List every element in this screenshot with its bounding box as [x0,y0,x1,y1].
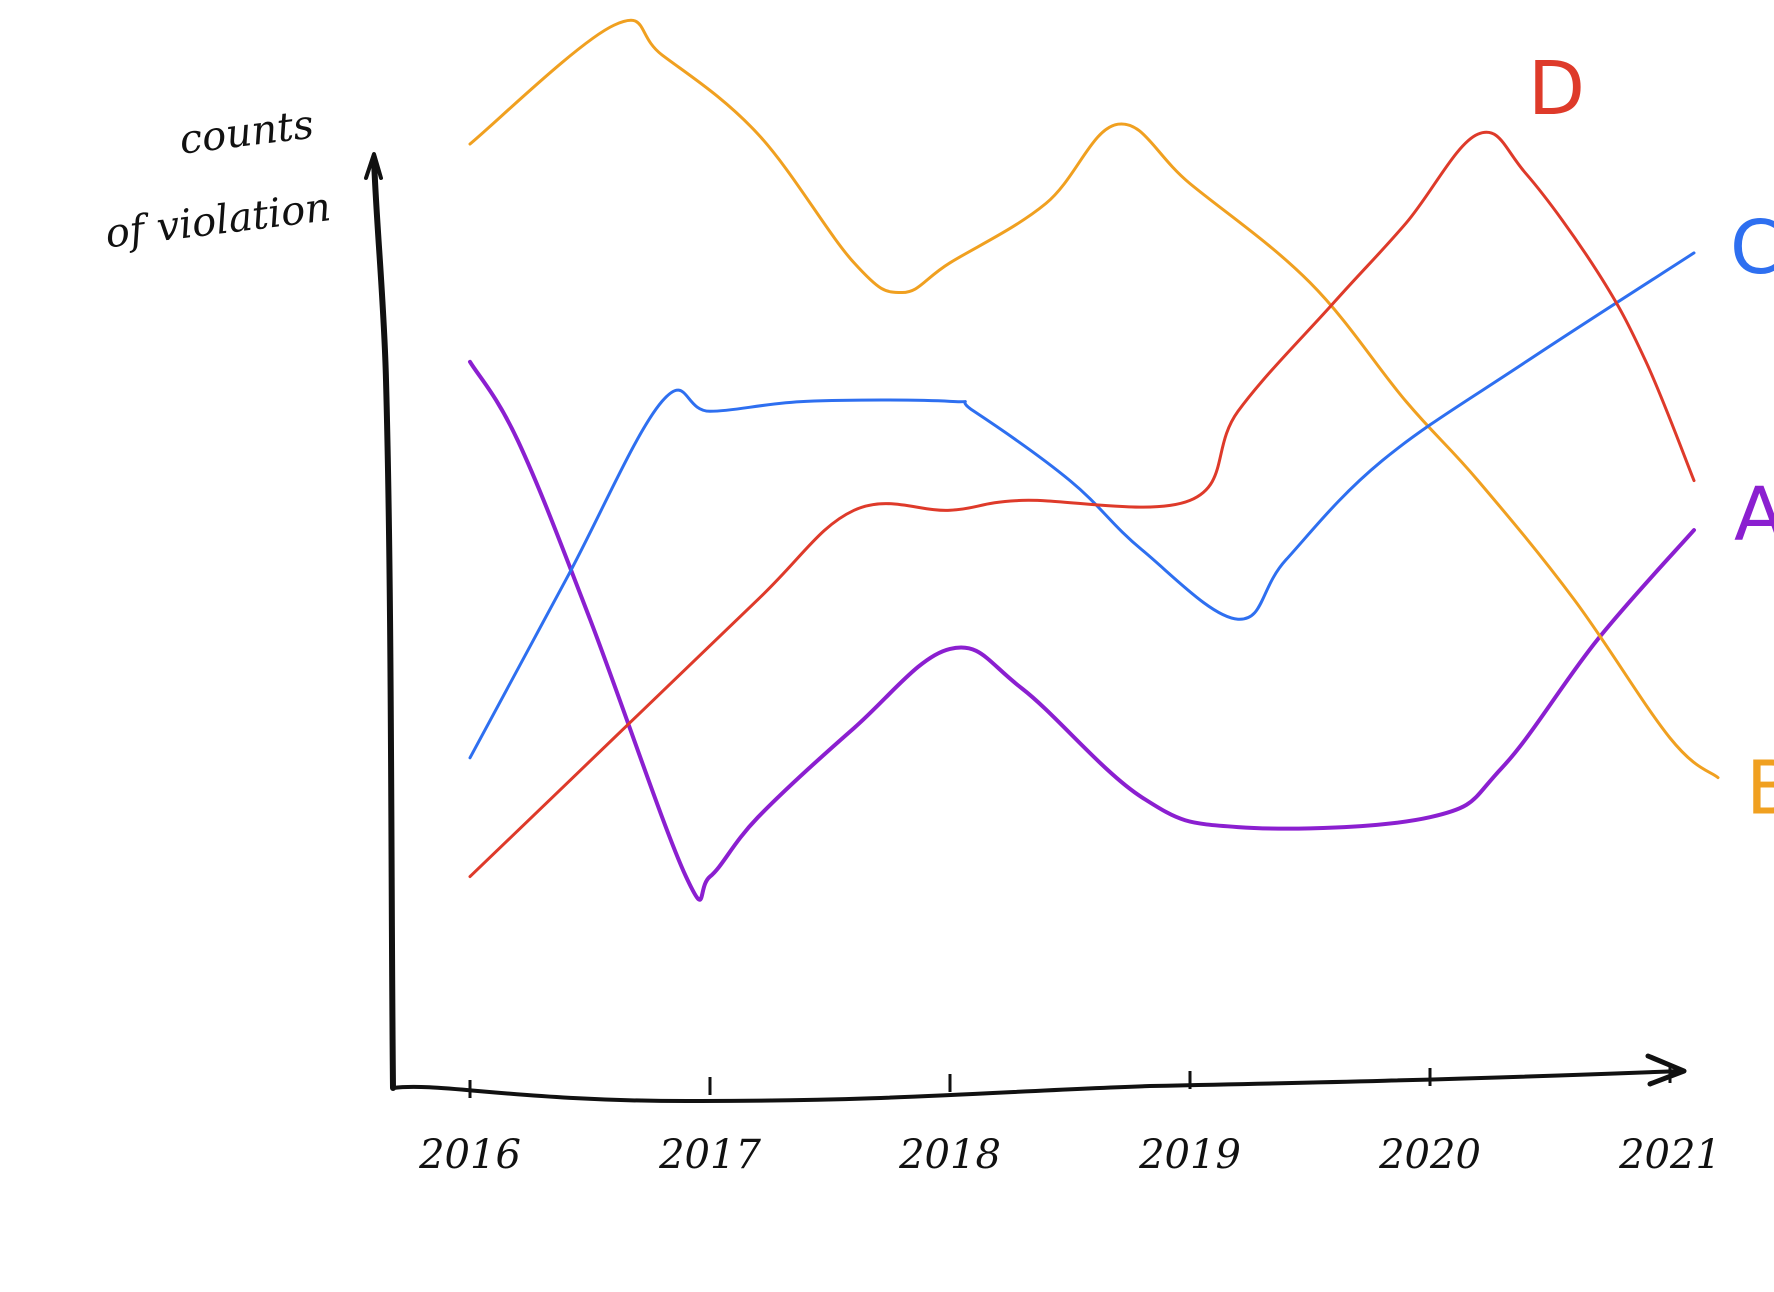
y-axis-arrowhead [364,152,383,180]
x-axis-line [391,1069,1682,1104]
series-line-b [468,18,1720,780]
series-label-d: D [1528,46,1585,132]
series-labels: A B C D [1528,46,1774,832]
x-tick-labels: 2016 2017 2018 2019 2020 2021 [418,1132,1721,1178]
series-lines [468,18,1720,902]
series-line-a [468,359,1696,902]
y-axis-label-line-1: counts [177,102,316,164]
x-tick-label-2016: 2016 [418,1132,521,1178]
series-label-b: B [1746,746,1774,832]
series-label-c: C [1730,205,1774,291]
x-tick-label-2019: 2019 [1138,1132,1241,1178]
series-line-d [468,130,1696,879]
x-tick-label-2020: 2020 [1378,1132,1481,1178]
axes [364,152,1687,1104]
x-ticks [468,1065,1672,1098]
y-axis-line [371,155,396,1091]
y-axis-label-line-2: of violation [103,184,333,257]
x-tick-label-2021: 2021 [1618,1132,1721,1178]
x-tick-label-2017: 2017 [658,1132,761,1178]
x-tick-label-2018: 2018 [898,1132,1001,1178]
y-axis-label: counts of violation [103,102,333,258]
series-label-a: A [1734,472,1774,558]
series-line-c [468,251,1696,760]
x-axis-arrowhead [1645,1053,1687,1087]
